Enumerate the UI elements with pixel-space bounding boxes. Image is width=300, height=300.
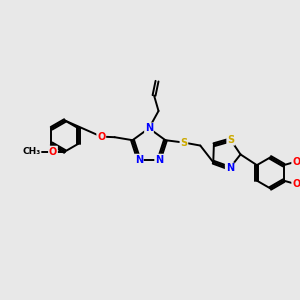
- Text: O: O: [49, 146, 57, 157]
- Text: N: N: [226, 163, 234, 173]
- Text: N: N: [145, 123, 153, 133]
- Text: O: O: [292, 157, 300, 166]
- Text: O: O: [292, 179, 300, 189]
- Text: CH₃: CH₃: [22, 147, 40, 156]
- Text: N: N: [155, 154, 163, 164]
- Text: S: S: [180, 138, 188, 148]
- Text: S: S: [227, 135, 234, 145]
- Text: N: N: [135, 154, 143, 164]
- Text: O: O: [97, 132, 105, 142]
